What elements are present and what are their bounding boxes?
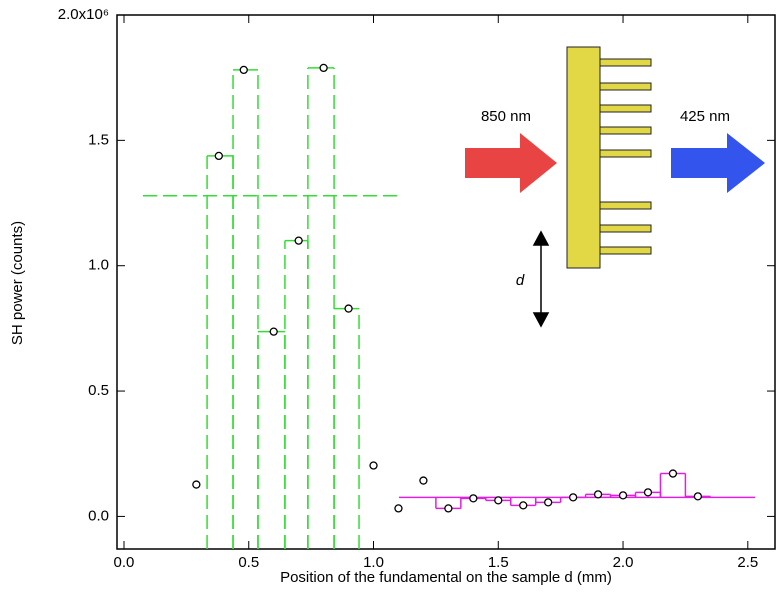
- data-point: [239, 65, 248, 75]
- data-point: [394, 504, 403, 513]
- y-axis-label: SH power (counts): [9, 221, 26, 345]
- data-point: [593, 490, 603, 499]
- y-tick-label: 1.5: [88, 131, 109, 148]
- annotation: 425 nm: [680, 108, 730, 125]
- data-point: [544, 498, 553, 507]
- data-point: [319, 63, 328, 73]
- plot-frame: [116, 14, 776, 550]
- y-tick-label: 0.0: [88, 507, 109, 524]
- step-edges: [333, 308, 360, 549]
- step-edges: [232, 69, 259, 549]
- sample: [566, 46, 601, 269]
- data-point: [618, 491, 628, 500]
- data-point: [344, 304, 353, 313]
- data-point: [369, 461, 378, 470]
- data-point: [269, 327, 278, 336]
- x-tick-label: 1.5: [488, 554, 509, 571]
- red-arrow: [465, 133, 557, 193]
- x-tick-label: 0.5: [238, 554, 259, 571]
- step-edges: [684, 496, 712, 498]
- x-tick-label: 2.0: [613, 554, 634, 571]
- step-edges: [435, 497, 462, 509]
- data-point: [419, 476, 428, 485]
- data-point: [693, 492, 703, 501]
- data-point: [294, 236, 303, 245]
- step-edges: [307, 67, 335, 549]
- step-edges: [659, 473, 687, 498]
- step-edges: [206, 155, 234, 549]
- fingers: [599, 58, 652, 255]
- annotation: d: [516, 272, 525, 289]
- step-edges: [284, 240, 309, 549]
- data-point: [469, 494, 478, 503]
- data-point: [643, 488, 653, 497]
- data-point: [668, 469, 678, 478]
- d-arrow: [532, 230, 550, 328]
- x-tick-label: 2.5: [737, 554, 758, 571]
- data-point: [519, 501, 528, 510]
- step-edges: [257, 331, 286, 549]
- blue-arrow: [671, 133, 765, 193]
- x-axis-label: Position of the fundamental on the sampl…: [280, 569, 612, 586]
- data-point: [494, 496, 503, 505]
- inset-diagram: 850 nm 425 nm d: [465, 46, 765, 328]
- data-point: [444, 504, 453, 513]
- y-tick-label: 2.0x10⁶: [58, 6, 109, 23]
- data-point: [192, 480, 201, 489]
- annotation: 850 nm: [481, 108, 531, 125]
- data-point: [214, 151, 223, 161]
- x-tick-label: 1.0: [363, 554, 384, 571]
- step-edges: [534, 497, 562, 503]
- y-tick-label: 0.5: [88, 382, 109, 399]
- data-point: [568, 493, 578, 502]
- x-tick-label: 0.0: [114, 554, 135, 571]
- y-tick-label: 1.0: [88, 257, 109, 274]
